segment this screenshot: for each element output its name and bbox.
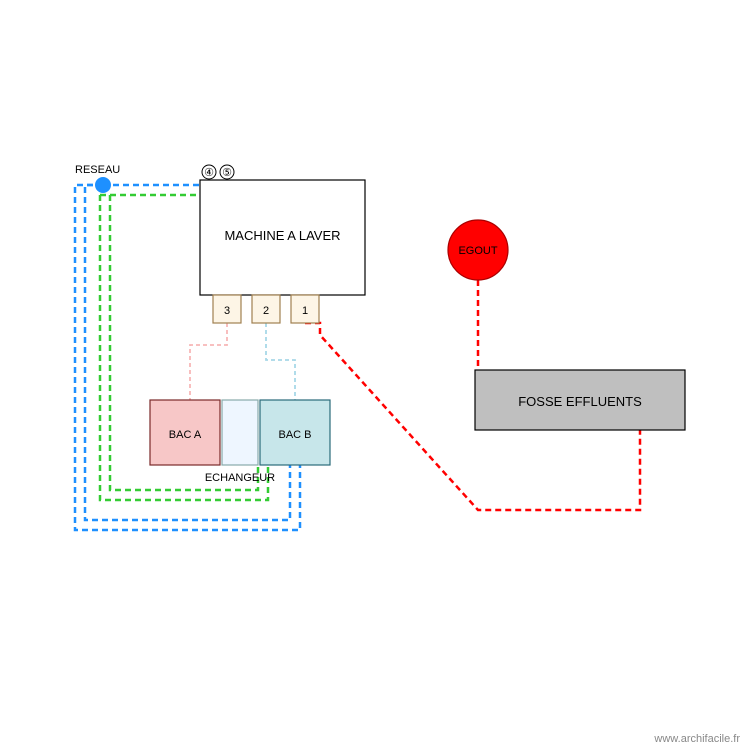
- bac-b-label: BAC B: [278, 429, 311, 441]
- egout-label: EGOUT: [458, 245, 497, 257]
- reseau-label: RESEAU: [75, 164, 120, 176]
- inlet-5-label: ⑤: [222, 167, 232, 179]
- fosse-label: FOSSE EFFLUENTS: [518, 394, 642, 409]
- reseau-dot: [95, 177, 111, 193]
- port-2-label: 2: [263, 305, 269, 317]
- echangeur-box: [222, 400, 258, 465]
- machine-label: MACHINE A LAVER: [224, 228, 340, 243]
- echangeur-label: ECHANGEUR: [205, 472, 275, 484]
- pipe-lightblue: [266, 323, 295, 400]
- pipe-blue-top: [103, 180, 214, 185]
- inlet-4-label: ④: [204, 167, 214, 179]
- bac-a-label: BAC A: [169, 429, 202, 441]
- port-1-label: 1: [302, 305, 308, 317]
- credit-label: www.archifacile.fr: [653, 733, 740, 745]
- pipe-pink: [190, 323, 227, 400]
- port-3-label: 3: [224, 305, 230, 317]
